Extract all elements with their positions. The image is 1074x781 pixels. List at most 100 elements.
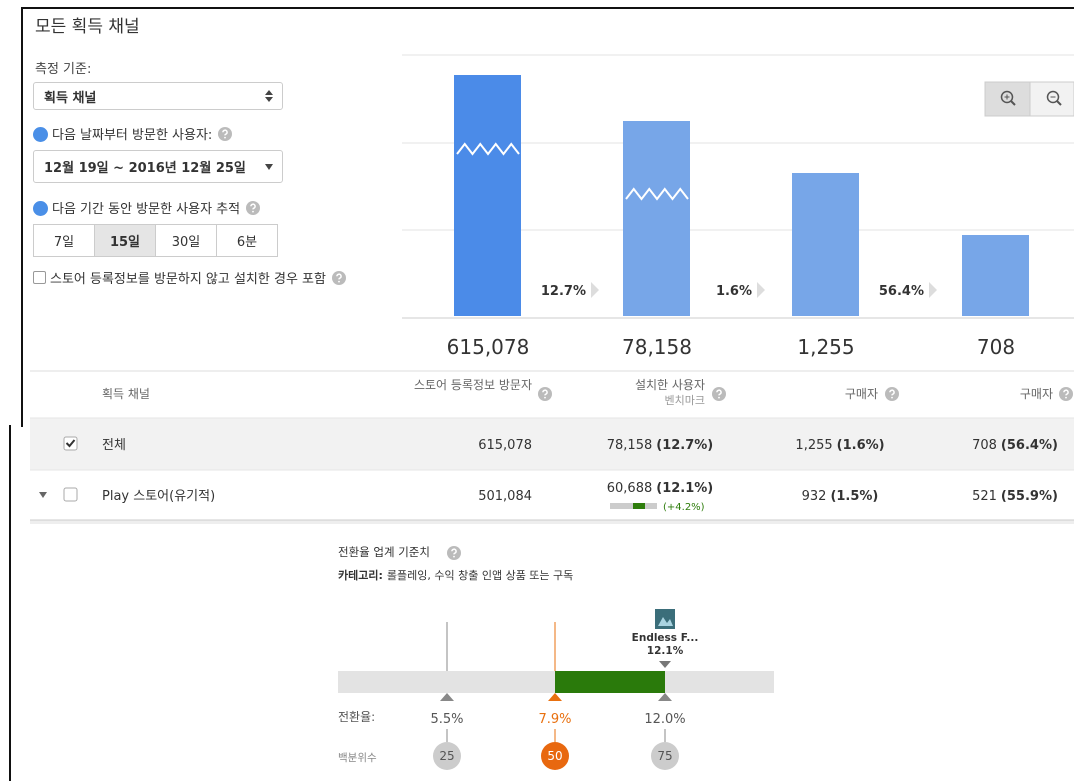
app-name: Endless F...	[632, 632, 699, 644]
expand-toggle[interactable]	[39, 492, 47, 498]
help-glyph	[447, 546, 461, 560]
graphics: 615,078 78,158 1,255 708 12.7% 1.6% 56.4% 전체 615…	[0, 0, 1074, 781]
installs-rate: (12.1%)	[656, 481, 713, 496]
funnel-value: 708	[977, 335, 1015, 359]
funnel-value: 1,255	[797, 335, 854, 359]
column-header: 구매자	[950, 387, 1053, 402]
funnel-bar	[962, 235, 1029, 316]
include-row: 스토어 등록정보를 방문하지 않고 설치한 경우 포함	[33, 270, 373, 290]
buyers: 1,255(1.6%)	[795, 438, 884, 453]
column-header-group: 설치한 사용자벤치마크	[570, 378, 705, 408]
benchmark-category: 카테고리:롤플레잉, 수익 창출 인앱 상품 또는 구독	[338, 568, 573, 582]
frame-left	[21, 7, 23, 427]
benchmark-header: 벤치마크	[570, 393, 705, 408]
row-checkbox[interactable]	[64, 488, 77, 501]
app-marker	[659, 661, 671, 668]
percentile-marker	[658, 693, 672, 701]
visitors: 615,078	[478, 438, 532, 453]
benchmark-title: 전환율 업계 기준치	[338, 545, 430, 559]
buyers: 932(1.5%)	[802, 489, 879, 504]
screen: 615,078 78,158 1,255 708 12.7% 1.6% 56.4% 전체 615…	[0, 0, 1074, 781]
conversion-arrow	[929, 282, 937, 298]
percentile-rate: 12.0%	[644, 712, 685, 727]
help-dot	[453, 556, 455, 558]
measure-select[interactable]: 획득 채널	[33, 82, 283, 110]
column-header: 스토어 등록정보 방문자	[400, 378, 532, 393]
percentile-rate: 5.5%	[430, 712, 463, 727]
repeat-buyers: 708(56.4%)	[972, 438, 1058, 453]
include-label: 스토어 등록정보를 방문하지 않고 설치한 경우 포함	[50, 272, 326, 287]
select-arrows	[264, 89, 274, 103]
app-rate: 12.1%	[647, 645, 684, 657]
app-vs-median-bar	[555, 671, 665, 693]
help-icon[interactable]	[332, 271, 346, 285]
help-icon[interactable]	[246, 201, 260, 215]
conversion-arrow	[757, 282, 765, 298]
channel-name: Play 스토어(유기적)	[102, 489, 215, 504]
help-glyph	[712, 387, 726, 401]
legend-dot	[33, 127, 48, 142]
help-icon[interactable]	[1059, 386, 1073, 400]
rate-label: 전환율:	[338, 710, 375, 724]
help-glyph	[538, 387, 552, 401]
percentile-value: 75	[657, 749, 672, 763]
channel-name: 전체	[102, 438, 126, 453]
buyers-value: 932	[802, 489, 827, 504]
percentile-label: 백분위수	[338, 751, 377, 764]
help-icon[interactable]	[885, 386, 899, 400]
help-dot	[544, 397, 546, 399]
conversion-rate: 12.7%	[541, 284, 586, 299]
column-header: 구매자	[780, 387, 878, 402]
category-label: 카테고리:	[338, 568, 383, 582]
conversion-rate: 1.6%	[716, 284, 752, 299]
legend-dot	[33, 201, 48, 216]
arrow-icon	[265, 164, 273, 170]
conversion-arrow	[591, 282, 599, 298]
help-icon[interactable]	[712, 386, 726, 400]
percentile-value: 25	[439, 749, 454, 763]
percentile-marker	[440, 693, 454, 701]
date-range: 12월 19일 ~ 2016년 12월 25일	[44, 157, 246, 176]
buyers-value: 1,255	[795, 438, 832, 453]
start-row: 다음 날짜부터 방문한 사용자:	[33, 124, 232, 143]
repeat-buyers-rate: (56.4%)	[1001, 438, 1058, 453]
buyers-rate: (1.5%)	[830, 489, 878, 504]
percentile-value: 50	[547, 749, 562, 763]
checkbox[interactable]	[33, 271, 46, 284]
period-button[interactable]: 15일	[94, 224, 156, 257]
installs: 60,688(12.1%)	[607, 481, 713, 496]
help-icon[interactable]	[218, 127, 232, 141]
period-button[interactable]: 30일	[155, 224, 217, 257]
column-header: 설치한 사용자	[570, 378, 705, 393]
select-arrow	[265, 164, 273, 170]
installs-value: 78,158	[607, 438, 653, 453]
percentile-rate: 7.9%	[538, 712, 571, 727]
measure-label: 측정 기준:	[35, 58, 91, 77]
funnel-bar	[792, 173, 859, 316]
period-button[interactable]: 7일	[33, 224, 95, 257]
page: 모든 획득 채널 {"header":{"title":"모든 획득 채널"},…	[0, 0, 1074, 781]
installs-rate: (12.7%)	[656, 438, 713, 453]
help-icon[interactable]	[538, 386, 552, 400]
measure-value: 획득 채널	[44, 87, 96, 106]
help-dot	[252, 211, 254, 213]
conversion-rate: 56.4%	[879, 284, 924, 299]
visitors: 501,084	[478, 489, 532, 504]
benchmark-mini-bar	[633, 503, 645, 509]
page-title: 모든 획득 채널	[35, 12, 140, 37]
installs: 78,158(12.7%)	[607, 438, 713, 453]
percentile-marker	[548, 693, 562, 701]
date-select[interactable]: 12월 19일 ~ 2016년 12월 25일	[33, 150, 283, 183]
help-dot	[338, 281, 340, 283]
help-dot	[891, 397, 893, 399]
installs-value: 60,688	[607, 481, 653, 496]
table-shadow	[30, 520, 1074, 524]
period-button[interactable]: 6분	[216, 224, 278, 257]
help-icon[interactable]	[447, 545, 461, 559]
track-row: 다음 기간 동안 방문한 사용자 추적	[33, 198, 260, 217]
help-glyph	[332, 271, 346, 285]
funnel-value: 615,078	[447, 335, 530, 359]
repeat-buyers: 521(55.9%)	[972, 489, 1058, 504]
help-glyph	[246, 201, 260, 215]
